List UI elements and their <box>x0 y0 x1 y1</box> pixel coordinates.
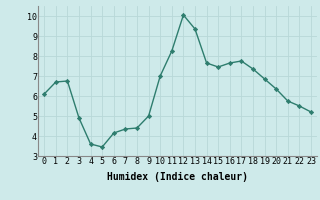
X-axis label: Humidex (Indice chaleur): Humidex (Indice chaleur) <box>107 172 248 182</box>
